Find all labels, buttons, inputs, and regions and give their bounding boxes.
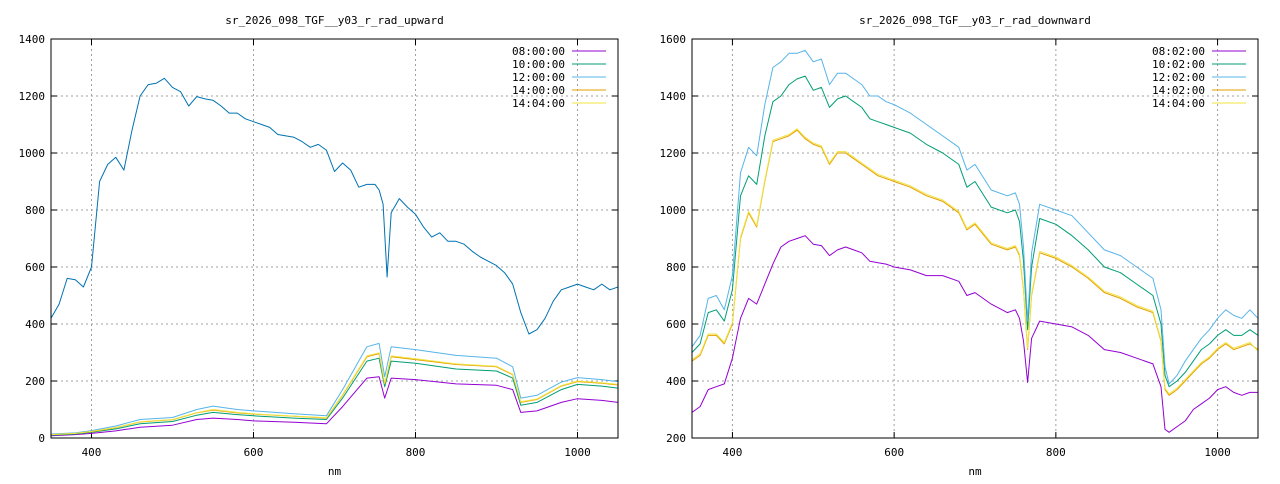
- legend-label: 14:04:00: [512, 97, 565, 110]
- y-tick-label: 1000: [19, 147, 46, 160]
- series-line-100200: [692, 75, 1258, 388]
- y-tick-label: 1600: [660, 33, 687, 46]
- y-tick-label: 1400: [19, 33, 46, 46]
- legend-label: 12:00:00: [512, 71, 565, 84]
- y-tick-label: 0: [38, 432, 45, 445]
- y-tick-label: 600: [25, 261, 45, 274]
- y-tick-label: 1400: [660, 90, 687, 103]
- x-axis-label: nm: [328, 465, 342, 478]
- series-line-080000: [51, 376, 618, 437]
- legend-label: 14:04:00: [1152, 97, 1205, 110]
- legend-label: 10:02:00: [1152, 58, 1205, 71]
- y-tick-label: 600: [666, 318, 686, 331]
- y-tick-label: 800: [25, 204, 45, 217]
- x-tick-label: 600: [244, 446, 264, 459]
- series-line-unlabeled: [51, 77, 618, 335]
- x-tick-label: 800: [1046, 446, 1066, 459]
- series-line-100000: [51, 357, 618, 436]
- plot-area: [51, 77, 618, 437]
- chart-1: sr_2026_098_TGF__y03_r_rad_upward 0 200 400…: [19, 14, 619, 478]
- x-axis-label: nm: [968, 465, 982, 478]
- plot-frame: [691, 38, 1259, 439]
- chart-title: sr_2026_098_TGF__y03_r_rad_downward: [859, 14, 1091, 27]
- legend-label: 12:02:00: [1152, 71, 1205, 84]
- series-line-140400: [51, 352, 618, 436]
- series-line-140400: [692, 128, 1258, 395]
- legend-label: 08:00:00: [512, 45, 565, 58]
- legend-label: 10:00:00: [512, 58, 565, 71]
- series-line-140200: [692, 129, 1258, 396]
- legend-label: 14:02:00: [1152, 84, 1205, 97]
- x-tick-label: 1000: [1204, 446, 1231, 459]
- x-tick-label: 600: [884, 446, 904, 459]
- y-tick-label: 1200: [19, 90, 46, 103]
- legend-label: 14:00:00: [512, 84, 565, 97]
- chart-2: sr_2026_098_TGF__y03_r_rad_downward 200 40…: [660, 14, 1259, 478]
- x-tick-label: 400: [722, 446, 742, 459]
- y-tick-label: 400: [25, 318, 45, 331]
- y-tick-label: 200: [25, 375, 45, 388]
- x-tick-label: 1000: [564, 446, 591, 459]
- series-line-120000: [51, 342, 618, 435]
- x-tick-label: 400: [82, 446, 102, 459]
- series-line-080200: [692, 235, 1258, 433]
- plot-frame: [50, 38, 619, 439]
- legend-label: 08:02:00: [1152, 45, 1205, 58]
- y-tick-label: 200: [666, 432, 686, 445]
- series-line-120200: [692, 49, 1258, 385]
- y-tick-label: 800: [666, 261, 686, 274]
- y-tick-label: 400: [666, 375, 686, 388]
- y-tick-label: 1200: [660, 147, 687, 160]
- x-tick-label: 800: [406, 446, 426, 459]
- chart-title: sr_2026_098_TGF__y03_r_rad_upward: [225, 14, 444, 27]
- plot-area: [692, 49, 1258, 433]
- y-tick-label: 1000: [660, 204, 687, 217]
